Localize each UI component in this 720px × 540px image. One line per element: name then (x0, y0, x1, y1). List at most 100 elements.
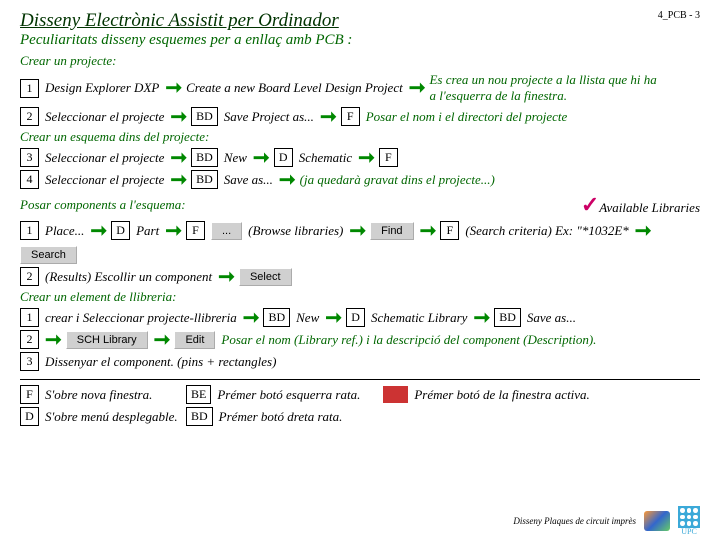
step-row: 4 Seleccionar el projecte ➞ BD Save as..… (20, 170, 700, 189)
check-icon: ✓ (581, 192, 599, 217)
arrow-icon: ➞ (358, 153, 373, 163)
arrow-icon: ➞ (165, 83, 180, 93)
step-number: 2 (20, 330, 39, 349)
letter-box: F (186, 221, 205, 240)
bd-box: BD (186, 407, 213, 426)
step-text: Seleccionar el projecte (45, 109, 164, 125)
arrow-icon: ➞ (170, 112, 185, 122)
step-number: 4 (20, 170, 39, 189)
step-text: (Browse libraries) (248, 223, 343, 239)
letter-box: F (379, 148, 398, 167)
step-number: 1 (20, 308, 39, 327)
arrow-icon: ➞ (170, 153, 185, 163)
page-reference: 4_PCB - 3 (658, 10, 700, 21)
step-text: Design Explorer DXP (45, 80, 159, 96)
step-text: Schematic (299, 150, 352, 166)
footer: Disseny Plaques de circuit imprès UPC (513, 506, 700, 536)
letter-box: F (20, 385, 39, 404)
step-note: Es crea un nou projecte a la llista que … (429, 72, 659, 104)
step-text: (Results) Escollir un component (45, 269, 212, 285)
step-number: 2 (20, 107, 39, 126)
step-text: Create a new Board Level Design Project (186, 80, 403, 96)
step-row: 1 crear i Seleccionar projecte-llibreria… (20, 308, 700, 327)
step-row: 2 ➞ SCH Library ➞ Edit Posar el nom (Lib… (20, 330, 700, 349)
arrow-icon: ➞ (349, 226, 364, 236)
legend-text: Prémer botó dreta rata. (219, 409, 343, 425)
find-button[interactable]: Find (370, 222, 413, 240)
bd-box: BD (494, 308, 521, 327)
step-note: Posar el nom i el directori del projecte (366, 109, 568, 125)
section-head-row: Posar components a l'esquema: ✓Available… (20, 192, 700, 218)
arrow-icon: ➞ (45, 335, 60, 345)
bd-box: BD (191, 148, 218, 167)
legend-text: S'obre nova finestra. (45, 387, 180, 403)
step-text: Save as... (527, 310, 576, 326)
bd-box: BD (191, 170, 218, 189)
section-head: Posar components a l'esquema: (20, 197, 186, 213)
arrow-icon: ➞ (409, 83, 424, 93)
legend-text: Prémer botó de la finestra activa. (414, 387, 589, 403)
step-text: Save as... (224, 172, 273, 188)
letter-box: D (20, 407, 39, 426)
arrow-icon: ➞ (420, 226, 435, 236)
select-button[interactable]: Select (239, 268, 292, 286)
sch-library-button[interactable]: SCH Library (66, 331, 148, 349)
subtitle: Peculiaritats disseny esquemes per a enl… (20, 32, 700, 49)
letter-box: F (440, 221, 459, 240)
footer-text: Disseny Plaques de circuit imprès (513, 516, 636, 526)
step-row: 2 Seleccionar el projecte ➞ BD Save Proj… (20, 107, 700, 126)
section-head: Crear un esquema dins del projecte: (20, 129, 700, 145)
letter-box: D (274, 148, 293, 167)
arrow-icon: ➞ (253, 153, 268, 163)
step-text: New (296, 310, 319, 326)
bd-box: BD (263, 308, 290, 327)
arrow-icon: ➞ (243, 313, 258, 323)
divider (20, 379, 700, 380)
step-row: 3 Seleccionar el projecte ➞ BD New ➞ D S… (20, 148, 700, 167)
step-text: Place... (45, 223, 84, 239)
red-box-icon (383, 386, 408, 403)
step-text: Part (136, 223, 159, 239)
step-text: Dissenyar el component. (pins + rectangl… (45, 354, 276, 370)
step-row: 2 (Results) Escollir un component ➞ Sele… (20, 267, 700, 286)
step-text: Save Project as... (224, 109, 314, 125)
step-row: 1 Design Explorer DXP ➞ Create a new Boa… (20, 72, 700, 104)
arrow-icon: ➞ (320, 112, 335, 122)
arrow-icon: ➞ (154, 335, 169, 345)
main-title: Disseny Electrònic Assistit per Ordinado… (20, 10, 700, 32)
available-libraries: ✓Available Libraries (581, 192, 700, 218)
arrow-icon: ➞ (635, 226, 650, 236)
step-number: 1 (20, 221, 39, 240)
arrow-icon: ➞ (218, 272, 233, 282)
letter-box: D (346, 308, 365, 327)
legend-text: S'obre menú desplegable. (45, 409, 180, 425)
logo-icon (644, 511, 670, 531)
letter-box: F (341, 107, 360, 126)
step-text: New (224, 150, 247, 166)
arrow-icon: ➞ (325, 313, 340, 323)
arrow-icon: ➞ (165, 226, 180, 236)
step-note: Posar el nom (Library ref.) i la descrip… (221, 332, 596, 348)
step-number: 2 (20, 267, 39, 286)
legend-row: F S'obre nova finestra. BE Prémer botó e… (20, 385, 700, 404)
arrow-icon: ➞ (90, 226, 105, 236)
step-row: 3 Dissenyar el component. (pins + rectan… (20, 352, 700, 371)
step-number: 1 (20, 79, 39, 98)
arrow-icon: ➞ (279, 175, 294, 185)
bd-box: BD (191, 107, 218, 126)
step-number: 3 (20, 148, 39, 167)
search-button[interactable]: Search (20, 246, 77, 264)
step-text: (Search criteria) Ex: "*1032E* (465, 223, 628, 239)
arrow-icon: ➞ (473, 313, 488, 323)
step-text: Schematic Library (371, 310, 467, 326)
step-text: crear i Seleccionar projecte-llibreria (45, 310, 237, 326)
edit-button[interactable]: Edit (174, 331, 215, 349)
step-row: 1 Place... ➞ D Part ➞ F ... (Browse libr… (20, 221, 700, 264)
upc-logo: UPC (678, 506, 700, 536)
browse-button[interactable]: ... (211, 222, 242, 240)
step-note: (ja quedarà gravat dins el projecte...) (300, 172, 495, 188)
section-head: Crear un element de llibreria: (20, 289, 700, 305)
letter-box: D (111, 221, 130, 240)
step-text: Seleccionar el projecte (45, 172, 164, 188)
step-number: 3 (20, 352, 39, 371)
